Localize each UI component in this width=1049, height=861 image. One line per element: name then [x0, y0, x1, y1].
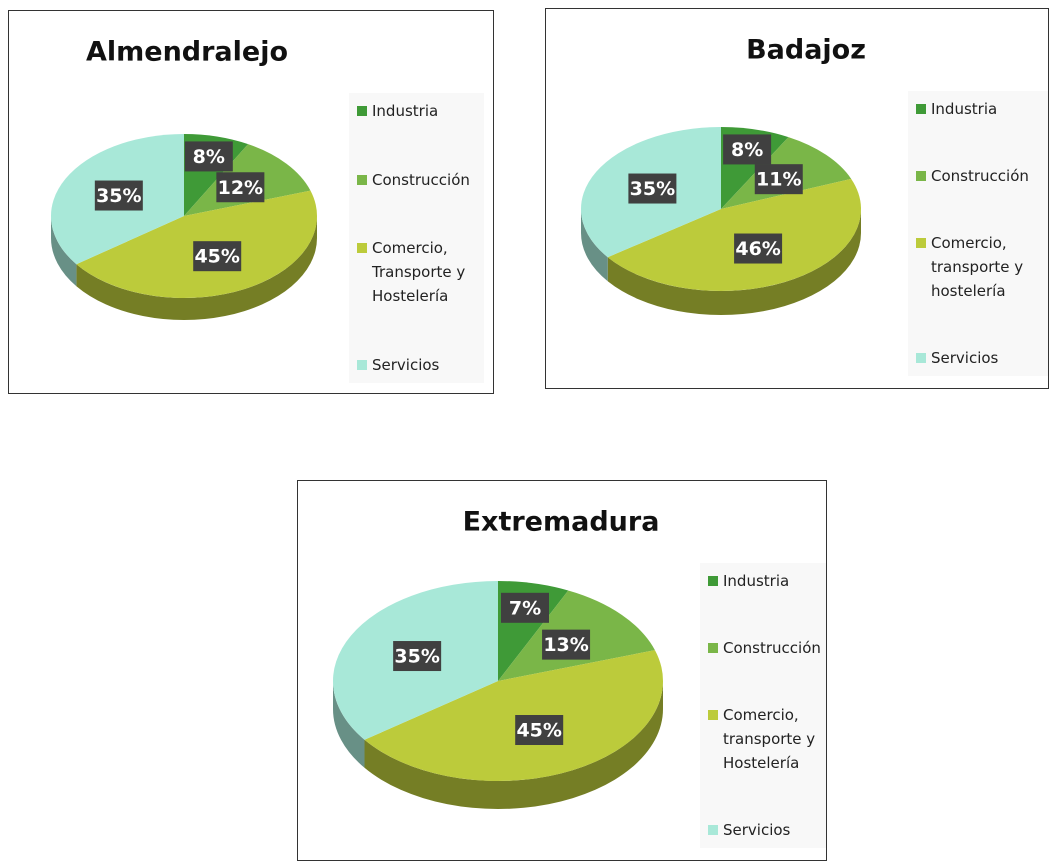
legend-label: Comercio, transporte y hostelería	[931, 234, 1024, 300]
pie-slice-side	[51, 216, 77, 287]
legend-label: Servicios	[372, 355, 440, 374]
legend: Industria Construcción Comercio, Transport…	[349, 93, 484, 383]
data-label-box	[723, 134, 772, 165]
data-label-box	[216, 172, 265, 203]
pie-slice-side	[607, 209, 861, 315]
pie-slice-side	[364, 681, 663, 809]
data-label-box	[542, 629, 591, 660]
legend: Industria Construcción Comercio, transport…	[700, 563, 826, 848]
legend-label: Servicios	[931, 349, 999, 367]
legend-swatch	[916, 104, 926, 114]
pie-slice-side	[581, 209, 608, 282]
data-label: 46%	[735, 238, 780, 260]
legend-item: Construcción	[357, 168, 476, 192]
data-label: 35%	[96, 185, 141, 207]
pie-slice-side	[333, 681, 365, 768]
legend-item: Industria	[357, 99, 476, 123]
chart-panel: Almendralejo 8% 12% 45% 35% Industria Construc…	[8, 10, 494, 394]
legend-label: Construcción	[372, 170, 470, 189]
data-label: 45%	[194, 246, 239, 268]
legend-label: Servicios	[723, 821, 791, 839]
legend-item: Industria	[708, 569, 820, 593]
legend-item: Construcción	[708, 636, 821, 660]
chart: Extremadura 7%13% 45% 35%	[333, 507, 663, 809]
legend-swatch	[357, 243, 367, 254]
chart-panel: Badajoz 8% 11% 46% 35% Industria Construcción C…	[545, 8, 1049, 389]
data-label-box	[734, 233, 783, 264]
data-label-box	[184, 141, 233, 172]
data-label-box	[515, 715, 564, 746]
data-label-box	[628, 173, 677, 204]
legend-item: Servicios	[708, 818, 820, 842]
data-label-box	[94, 180, 143, 211]
chart-panel: Extremadura 7% 13% 45% 35% Industria Construcc…	[297, 480, 827, 861]
chart-title: Extremadura	[463, 507, 660, 538]
legend-label: Construcción	[931, 167, 1029, 185]
legend-label: Construcción	[723, 639, 821, 657]
legend-swatch	[357, 359, 367, 370]
legend-item: Industria	[916, 97, 1040, 121]
legend-label: Industria	[723, 572, 790, 590]
legend-label: Comercio, Transporte y Hostelería	[372, 239, 466, 306]
legend-swatch	[357, 174, 367, 185]
data-label-box	[193, 241, 242, 272]
legend-item: Comercio, transporte y hostelería	[916, 231, 1040, 303]
data-label: 45%	[516, 720, 561, 742]
pie-slice	[364, 650, 663, 781]
legend-label: Industria	[931, 100, 998, 118]
legend-swatch	[916, 238, 926, 248]
data-label-box	[393, 641, 442, 672]
pie-slice-side	[76, 216, 317, 320]
data-label: 7%	[509, 597, 541, 619]
legend-label: Industria	[372, 102, 439, 120]
legend-swatch	[708, 825, 718, 835]
legend-swatch	[708, 576, 718, 586]
chart: Almendralejo 8% 12% 45% 35%	[51, 37, 317, 320]
data-label: 35%	[630, 178, 675, 200]
legend-label: Comercio, transporte y Hostelería	[723, 706, 816, 772]
chart: Badajoz 8% 11% 46% 35%	[581, 35, 866, 315]
data-label-box	[754, 164, 803, 195]
legend-swatch	[916, 353, 926, 363]
legend-item: Servicios	[357, 353, 476, 377]
legend-swatch	[916, 171, 926, 181]
data-label: 8%	[731, 139, 763, 161]
data-label: 13%	[543, 634, 588, 656]
legend-item: Servicios	[916, 346, 1040, 370]
legend-swatch	[357, 106, 367, 116]
data-label-box	[500, 592, 549, 623]
legend-swatch	[708, 643, 718, 653]
data-label: 35%	[394, 646, 439, 668]
legend: Industria Construcción Comercio, transport…	[908, 91, 1048, 376]
legend-item: Construcción	[916, 164, 1040, 188]
legend-item: Comercio, Transporte y Hostelería	[357, 236, 476, 308]
data-label: 12%	[218, 177, 263, 199]
data-label: 11%	[756, 169, 801, 191]
chart-title: Badajoz	[746, 35, 866, 66]
legend-item: Comercio, transporte y Hostelería	[708, 703, 820, 775]
legend-swatch	[708, 710, 718, 720]
chart-title: Almendralejo	[86, 37, 288, 68]
data-label: 8%	[193, 146, 225, 168]
